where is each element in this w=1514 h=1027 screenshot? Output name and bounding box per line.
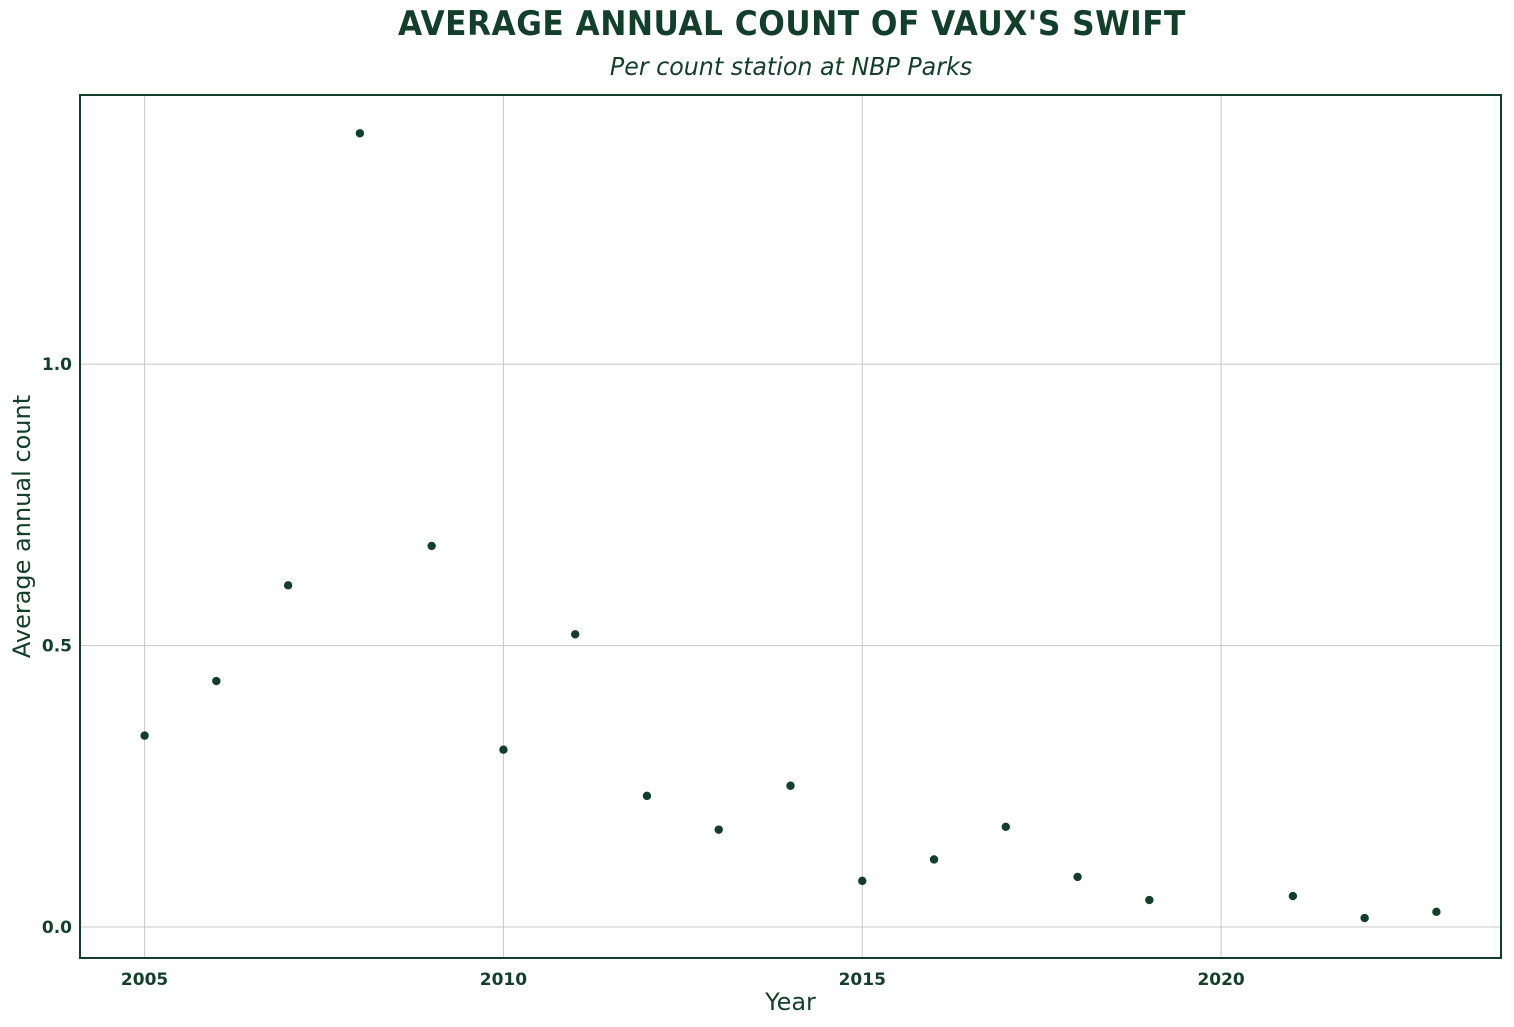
x-tick-label: 2005 (121, 970, 168, 990)
x-tick-label: 2015 (839, 970, 886, 990)
data-point (1073, 872, 1082, 882)
y-tick-labels: 0.0 0.5 1.0 (42, 355, 72, 938)
data-point (929, 855, 939, 864)
data-point (355, 129, 365, 138)
grid-lines (80, 95, 1501, 958)
chart-subtitle: Per count station at NBP Parks (609, 52, 973, 81)
x-tick-label: 2010 (480, 970, 527, 990)
data-point (1145, 895, 1154, 905)
y-tick-label: 1.0 (42, 355, 72, 375)
data-point (283, 581, 293, 590)
data-point (714, 825, 723, 834)
plot-frame (79, 94, 1502, 959)
x-tick-labels: 2005 2010 2015 2020 (121, 970, 1245, 990)
data-point (140, 731, 149, 740)
y-tick-label: 0.0 (42, 918, 72, 938)
data-point (1360, 913, 1369, 923)
y-tick-label: 0.5 (42, 637, 72, 657)
data-points (140, 129, 1441, 923)
data-point (1432, 907, 1441, 917)
data-point (1288, 891, 1298, 901)
data-point (1001, 822, 1011, 832)
data-point (499, 745, 508, 754)
data-point (786, 781, 795, 790)
chart-title: AVERAGE ANNUAL COUNT OF VAUX'S SWIFT (397, 4, 1186, 44)
y-axis-title: Average annual count (8, 395, 36, 658)
data-point (212, 676, 221, 686)
data-point (858, 876, 867, 886)
x-tick-label: 2020 (1197, 970, 1244, 990)
data-point (642, 791, 652, 801)
x-axis-title: Year (764, 988, 816, 1016)
data-point (570, 630, 580, 639)
data-point (427, 541, 436, 551)
